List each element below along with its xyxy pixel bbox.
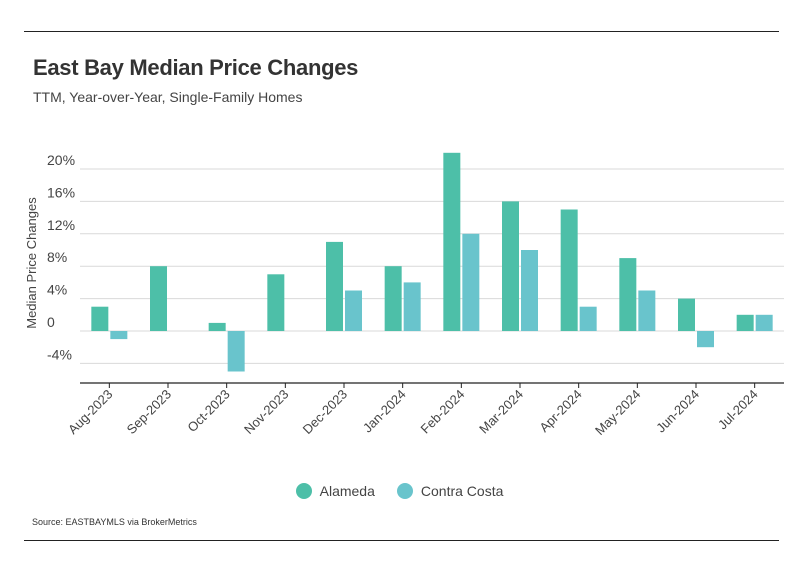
legend-item-alameda[interactable]: Alameda [295,483,375,499]
x-tick-label: May-2024 [592,387,643,438]
x-tick-label: Nov-2023 [241,387,291,437]
legend-label-alameda: Alameda [319,483,375,499]
y-tick-label: 12% [47,217,75,233]
bar-alameda-jun-2024 [678,298,695,331]
legend-item-contra-costa[interactable]: Contra Costa [396,483,504,499]
x-tick-label: Jul-2024 [715,387,761,433]
bar-alameda-jan-2024 [384,266,402,331]
source-note: Source: EASTBAYMLS via BrokerMetrics [32,517,197,527]
bar-alameda-dec-2023 [326,241,343,331]
legend-swatch-contra-costa [396,483,413,499]
y-tick-label: 20% [47,152,75,168]
x-tick-label: Dec-2023 [300,387,350,437]
chart-title: East Bay Median Price Changes [33,55,359,80]
chart-subtitle: TTM, Year-over-Year, Single-Family Homes [33,89,303,105]
x-tick-label: Aug-2023 [65,387,115,437]
chart-area: -4% 0 4% 8% 12% 16% 20% Median Price Changes Aug… [24,152,784,438]
bar-alameda-aug-2023 [91,306,109,331]
x-tick-label: Sep-2023 [124,387,174,437]
legend-swatch-alameda [295,483,312,499]
bar-contra-costa-dec-2023 [345,290,362,331]
bar-contra-costa-jun-2024 [697,331,714,348]
bottom-rule [24,540,779,541]
x-tick-label: Jun-2024 [653,387,702,436]
x-tick-label: Oct-2023 [184,387,232,435]
bar-contra-costa-jul-2024 [755,314,773,331]
bar-alameda-sep-2023 [150,266,167,331]
y-tick-label: 16% [47,184,75,200]
bar-contra-costa-may-2024 [638,290,656,331]
bar-contra-costa-feb-2024 [462,233,480,331]
legend-label-contra-costa: Contra Costa [420,483,504,499]
x-tick-label: Jan-2024 [360,387,409,436]
bar-contra-costa-mar-2024 [521,250,538,331]
bar-contra-costa-jan-2024 [403,282,421,331]
y-axis-label: Median Price Changes [24,197,39,329]
bar-alameda-apr-2024 [560,209,578,331]
bar-contra-costa-apr-2024 [579,306,597,331]
y-tick-label: 0 [47,314,55,330]
x-tick-label: Feb-2024 [417,387,467,437]
x-tick-label: Mar-2024 [476,387,526,437]
y-tick-label: 4% [47,282,67,298]
y-tick-label: 8% [47,249,67,265]
bar-alameda-jul-2024 [736,314,754,331]
bar-alameda-feb-2024 [443,152,461,331]
bar-alameda-mar-2024 [502,201,519,331]
y-tick-label: -4% [47,346,72,362]
top-rule [24,31,779,32]
x-tick-label: Apr-2024 [536,387,584,435]
bar-alameda-oct-2023 [208,322,226,331]
bar-alameda-nov-2023 [267,274,285,331]
legend: Alameda Contra Costa [0,483,799,499]
bar-contra-costa-aug-2023 [110,331,128,340]
bar-alameda-may-2024 [619,258,637,331]
bar-contra-costa-oct-2023 [227,331,245,372]
